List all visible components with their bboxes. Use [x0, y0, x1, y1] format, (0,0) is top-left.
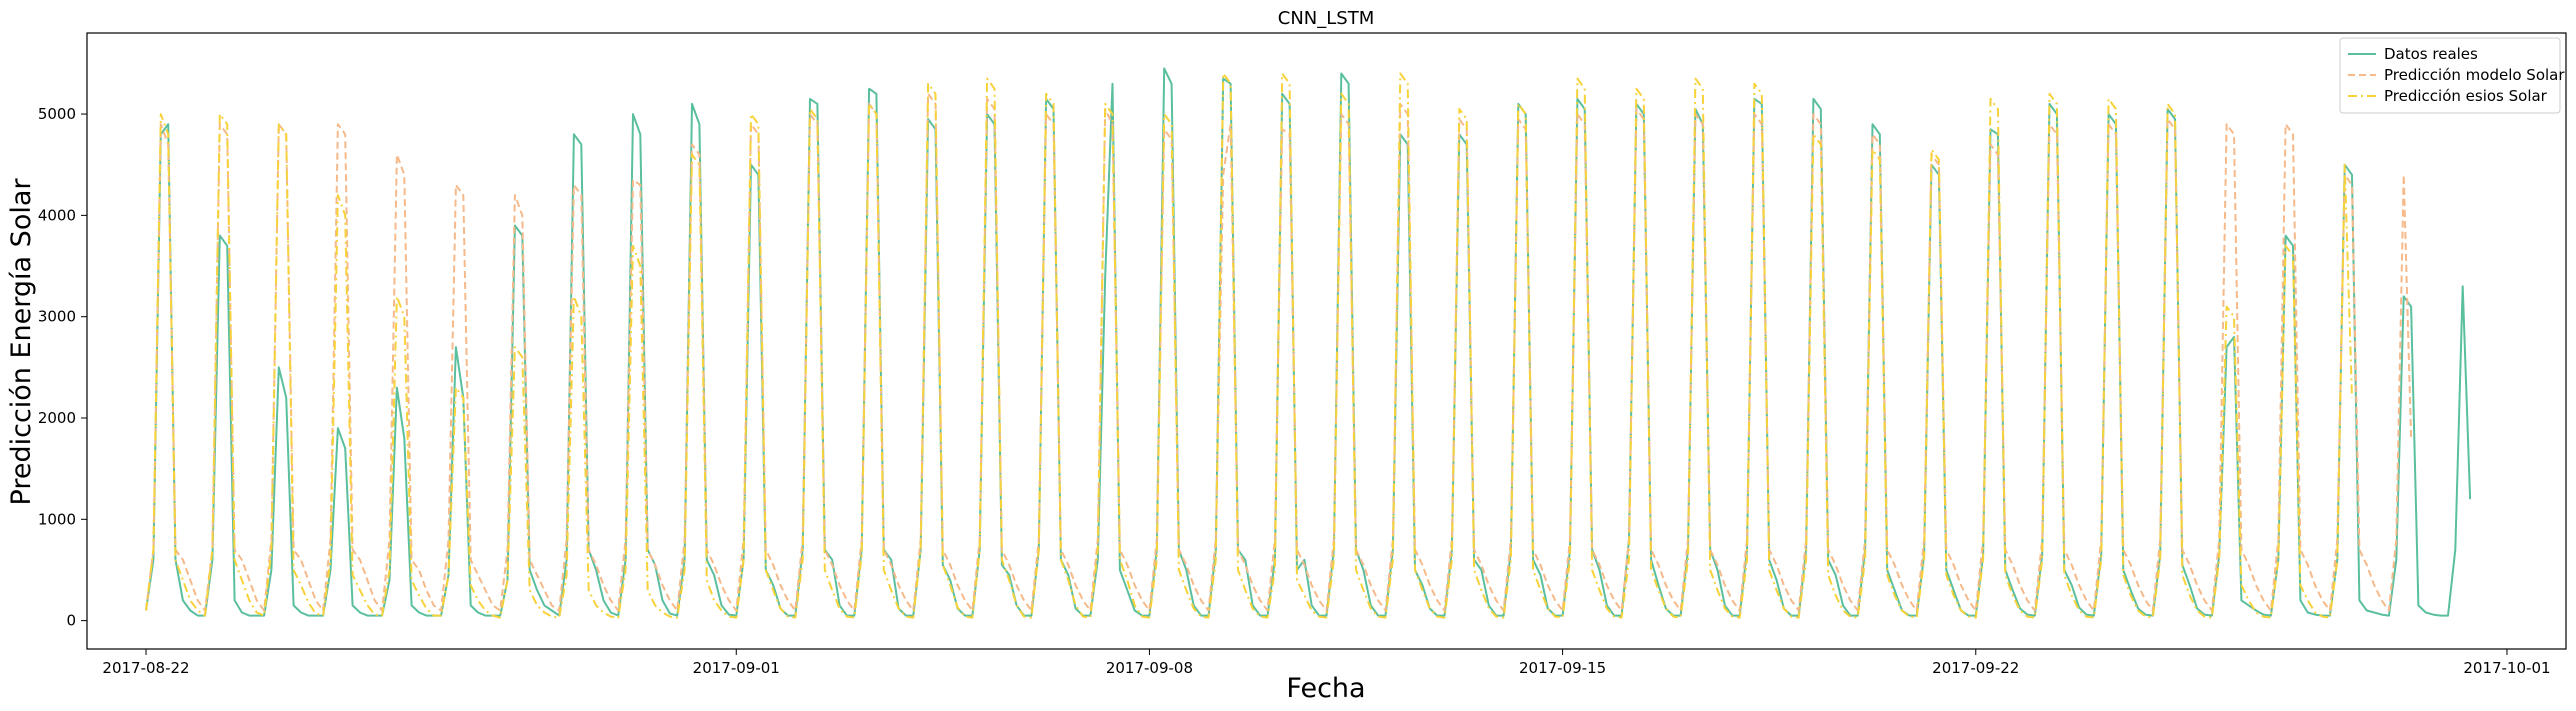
plot-frame: [86, 32, 2567, 650]
y-tick-label: 2000: [38, 409, 76, 427]
legend-label: Datos reales: [2384, 45, 2478, 63]
series-line-datos-reales: [145, 67, 2472, 617]
legend: Datos reales Predicción modelo Solar Predi…: [2339, 37, 2565, 114]
x-tick-label: 2017-09-22: [1932, 659, 2019, 677]
y-tick-label: 0: [66, 612, 76, 630]
x-tick-label: 2017-09-08: [1106, 659, 1193, 677]
series-layer: [145, 67, 2472, 619]
y-tick-label: 3000: [38, 308, 76, 326]
x-axis-title: Fecha: [1286, 673, 1365, 704]
y-tick-label: 4000: [38, 206, 76, 224]
legend-box: [2339, 37, 2561, 114]
y-axis: 0 1000 2000 3000 4000 5000: [38, 105, 87, 630]
x-tick-label: 2017-10-01: [2463, 659, 2550, 677]
y-axis-title: Predicción Energía Solar: [6, 178, 37, 506]
chart-title: CNN_LSTM: [1278, 8, 1374, 29]
series-line-predicci-n-modelo-solar: [145, 92, 2413, 612]
x-tick-label: 2017-09-01: [693, 659, 780, 677]
series-line-predicci-n-esios-solar: [145, 72, 2353, 619]
x-tick-label: 2017-09-15: [1519, 659, 1606, 677]
y-tick-label: 5000: [38, 105, 76, 123]
x-tick-label: 2017-08-22: [102, 659, 189, 677]
y-tick-label: 1000: [38, 510, 76, 528]
x-axis: 2017-08-22 2017-09-01 2017-09-08 2017-09-15…: [102, 649, 2551, 677]
legend-label: Predicción esios Solar: [2384, 87, 2548, 105]
legend-label: Predicción modelo Solar: [2384, 66, 2565, 84]
